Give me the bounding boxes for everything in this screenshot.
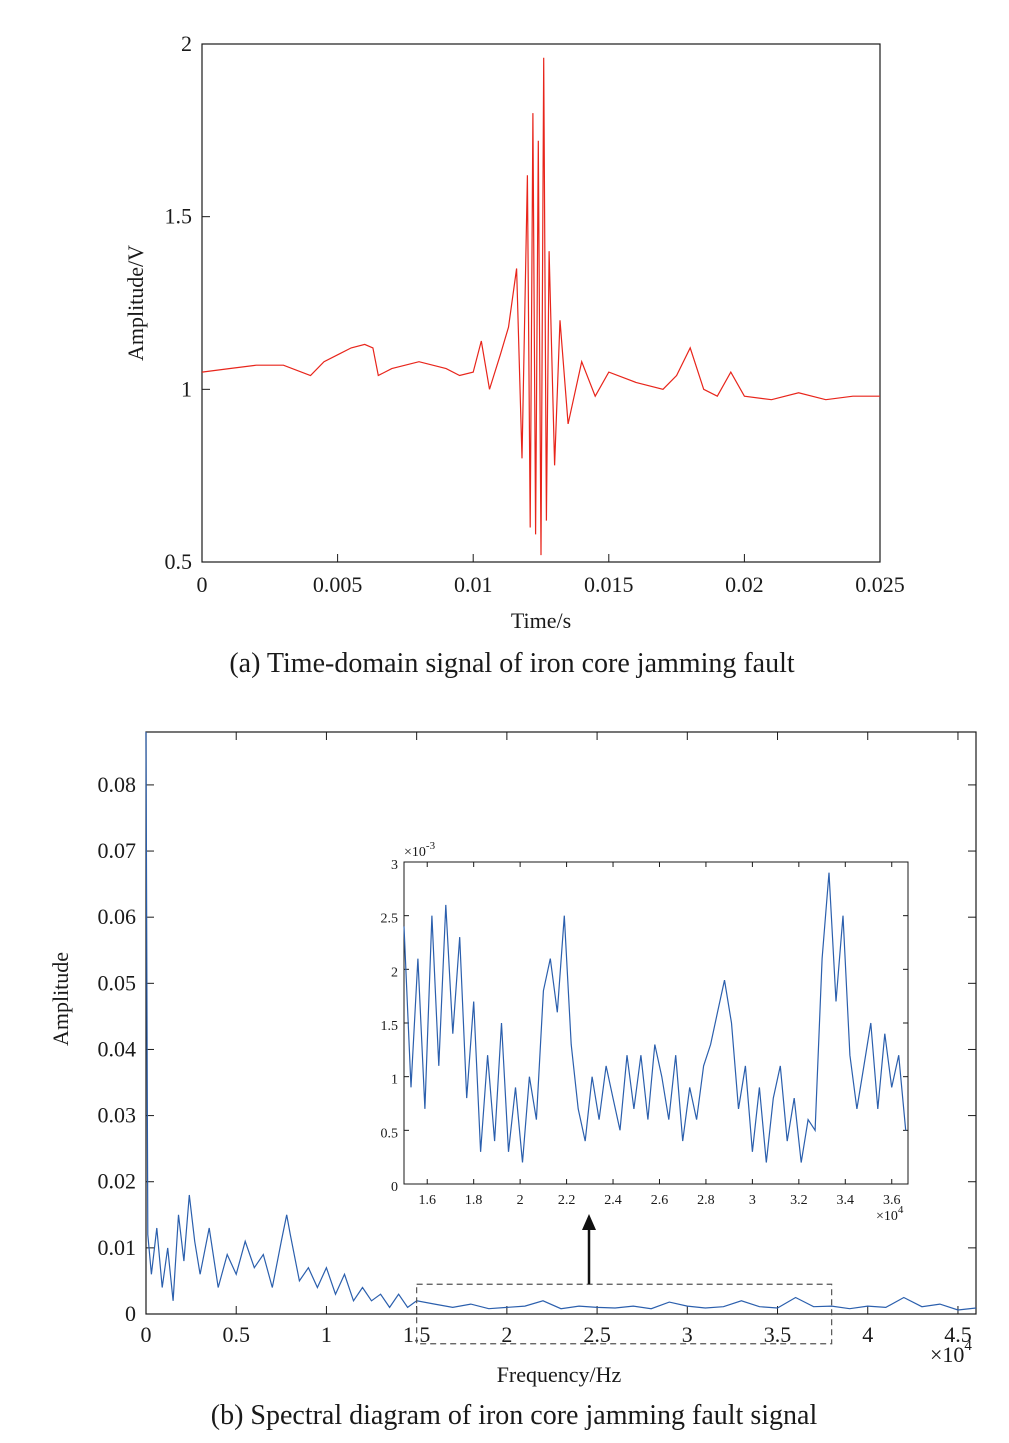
time-domain-x-tick-label: 0.025 xyxy=(855,572,905,597)
time-domain-x-tick-label: 0.005 xyxy=(313,572,363,597)
spectrum-x-tick-label: 4 xyxy=(862,1322,873,1347)
inset-y-tick-label: 3 xyxy=(391,858,398,873)
inset-x-tick-label: 2.6 xyxy=(651,1193,669,1208)
inset-x-tick-label: 3 xyxy=(749,1193,756,1208)
inset-x-multiplier: ×104 xyxy=(876,1204,904,1224)
spectrum-x-axis-label: Frequency/Hz xyxy=(497,1362,622,1387)
time-domain-y-tick-label: 0.5 xyxy=(165,549,193,574)
time-domain-chart: 0 0.005 0.01 0.015 0.02 0.025 0.5 1 1.5 2 Time/s… xyxy=(123,31,905,679)
spectrum-y-tick-label: 0.03 xyxy=(98,1103,137,1128)
inset-y-tick-label: 1.5 xyxy=(381,1019,399,1034)
spectrum-x-multiplier: ×104 xyxy=(930,1338,972,1367)
time-domain-y-tick-label: 1 xyxy=(181,376,192,401)
time-domain-caption: (a) Time-domain signal of iron core jamm… xyxy=(229,648,795,679)
time-domain-signal-line xyxy=(201,57,880,556)
time-domain-plot-frame xyxy=(201,43,881,563)
spectrum-x-tick-label: 3.5 xyxy=(764,1322,792,1347)
inset-x-ticks: 1.6 1.8 2 2.2 2.4 2.6 2.8 3 3.2 3.4 3.6 xyxy=(418,862,900,1208)
spectrum-y-tick-label: 0.05 xyxy=(98,970,137,995)
inset-y-ticks: 0 0.5 1 1.5 2 2.5 3 xyxy=(381,858,908,1195)
spectrum-x-tick-label: 1 xyxy=(321,1322,332,1347)
spectrum-x-tick-label: 0 xyxy=(141,1322,152,1347)
inset-x-tick-label: 1.6 xyxy=(418,1193,436,1208)
spectrum-y-tick-label: 0.04 xyxy=(98,1036,137,1061)
inset-x-tick-label: 1.8 xyxy=(465,1193,483,1208)
inset-spectrum-line xyxy=(403,872,907,1163)
spectrum-line xyxy=(145,731,977,1311)
spectrum-y-tick-label: 0.02 xyxy=(98,1169,137,1194)
spectrum-x-tick-label: 3 xyxy=(682,1322,693,1347)
inset-x-tick-label: 2.8 xyxy=(697,1193,715,1208)
inset-y-tick-label: 0 xyxy=(391,1180,398,1195)
inset-background xyxy=(403,861,909,1185)
spectrum-y-tick-label: 0.07 xyxy=(98,838,137,863)
inset-y-multiplier: ×10-3 xyxy=(404,840,436,860)
spectrum-caption: (b) Spectral diagram of iron core jammin… xyxy=(211,1400,818,1431)
time-domain-x-tick-label: 0.02 xyxy=(725,572,764,597)
time-domain-x-tick-label: 0.015 xyxy=(584,572,634,597)
inset-x-tick-label: 2.4 xyxy=(604,1193,622,1208)
spectrum-y-tick-label: 0.01 xyxy=(98,1235,137,1260)
time-domain-y-tick-label: 1.5 xyxy=(165,204,193,229)
inset-x-tick-label: 2 xyxy=(517,1193,524,1208)
spectrum-y-tick-label: 0.08 xyxy=(98,772,137,797)
time-domain-y-axis-label: Amplitude/V xyxy=(123,245,148,361)
time-domain-x-ticks: 0 0.005 0.01 0.015 0.02 0.025 xyxy=(197,554,905,597)
inset-y-tick-label: 0.5 xyxy=(381,1126,399,1141)
spectrum-plot-frame xyxy=(145,731,977,1315)
inset-y-tick-label: 2.5 xyxy=(381,912,399,927)
time-domain-x-axis-label: Time/s xyxy=(511,608,571,633)
spectrum-x-tick-label: 4.5 xyxy=(944,1322,972,1347)
spectrum-x-tick-label: 2 xyxy=(501,1322,512,1347)
spectrum-x-tick-label: 0.5 xyxy=(222,1322,250,1347)
inset-x-tick-label: 3.6 xyxy=(883,1193,901,1208)
time-domain-x-tick-label: 0 xyxy=(197,572,208,597)
inset-y-tick-label: 2 xyxy=(391,965,398,980)
zoom-region-box xyxy=(416,1283,833,1345)
spectrum-x-tick-label: 2.5 xyxy=(583,1322,611,1347)
inset-x-tick-label: 3.4 xyxy=(837,1193,855,1208)
spectrum-y-axis-label: Amplitude xyxy=(48,952,73,1046)
spectrum-y-tick-label: 0 xyxy=(125,1301,136,1326)
time-domain-y-tick-label: 2 xyxy=(181,31,192,56)
inset-x-tick-label: 3.2 xyxy=(790,1193,808,1208)
spectrum-y-tick-label: 0.06 xyxy=(98,904,137,929)
spectrum-inset: 1.6 1.8 2 2.2 2.4 2.6 2.8 3 3.2 3.4 3.6 0 0.5 1 1.5 2 2… xyxy=(381,840,909,1224)
inset-y-tick-label: 1 xyxy=(391,1073,398,1088)
zoom-arrow-head xyxy=(582,1214,596,1230)
spectrum-y-ticks: 0 0.01 0.02 0.03 0.04 0.05 0.06 0.07 0.08 xyxy=(98,772,976,1326)
inset-x-tick-label: 2.2 xyxy=(558,1193,576,1208)
time-domain-y-ticks: 0.5 1 1.5 2 xyxy=(165,31,210,574)
spectrum-chart: 0 0.5 1 1.5 2 2.5 3 3.5 4 4.5 0 0.01 0.02 0.03 0.04 0.… xyxy=(48,731,977,1431)
time-domain-x-tick-label: 0.01 xyxy=(454,572,493,597)
